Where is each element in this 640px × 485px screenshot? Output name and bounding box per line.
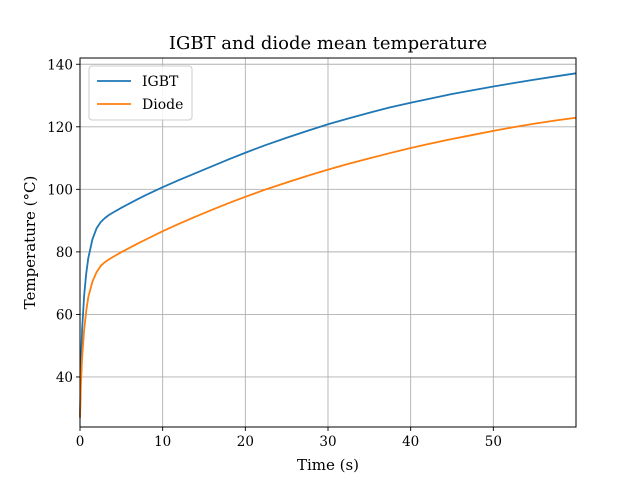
- chart-title: IGBT and diode mean temperature: [169, 33, 487, 54]
- x-tick-label: 0: [76, 434, 85, 450]
- legend: IGBT Diode: [88, 65, 193, 121]
- x-axis-label: Time (s): [297, 456, 359, 474]
- y-tick-label: 60: [56, 307, 73, 323]
- y-tick-label: 120: [47, 120, 73, 136]
- x-tick-label: 20: [237, 434, 254, 450]
- axis-ticks: 0 10 20 30 40 50 40 60 80 100 120 140: [47, 57, 502, 450]
- y-tick-label: 80: [56, 245, 73, 261]
- y-axis-label: Temperature (°C): [21, 176, 39, 310]
- series-line-diode: [79, 116, 577, 418]
- x-tick-label: 40: [402, 434, 419, 450]
- legend-box: [88, 65, 193, 121]
- series-layer: [79, 72, 577, 418]
- x-tick-label: 30: [319, 434, 336, 450]
- y-tick-label: 140: [47, 57, 73, 73]
- x-tick-label: 50: [485, 434, 502, 450]
- y-tick-label: 100: [47, 182, 73, 198]
- grid: [79, 58, 576, 427]
- y-tick-label: 40: [56, 370, 73, 386]
- legend-label-diode: Diode: [142, 97, 183, 113]
- series-line-igbt: [79, 72, 577, 418]
- x-tick-label: 10: [154, 434, 171, 450]
- legend-label-igbt: IGBT: [142, 74, 179, 90]
